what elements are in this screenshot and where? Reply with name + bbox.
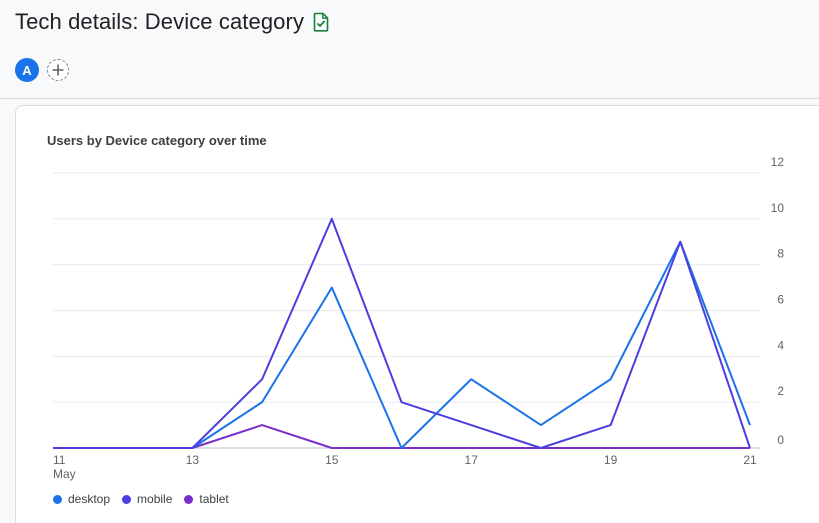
y-tick-label: 10: [771, 201, 785, 215]
chart-card: Users by Device category over time 0 2 4 6 8…: [15, 105, 819, 523]
legend-item-tablet[interactable]: tablet: [184, 492, 229, 506]
x-tick-sublabel: May: [53, 467, 76, 481]
chart-legend: desktop mobile tablet: [53, 492, 241, 506]
series-line-mobile[interactable]: [53, 217, 751, 449]
y-tick-label: 0: [777, 433, 784, 447]
y-tick-label: 8: [777, 247, 784, 261]
legend-dot-mobile: [122, 494, 132, 504]
add-comparison-button[interactable]: [47, 59, 69, 81]
x-tick-label: 21: [743, 453, 757, 467]
legend-label-mobile: mobile: [137, 492, 173, 506]
avatar-letter: A: [22, 62, 32, 78]
y-tick-label: 6: [777, 293, 784, 307]
x-tick-label: 17: [465, 453, 479, 467]
x-tick-label: 11: [53, 453, 66, 467]
y-tick-label: 12: [771, 155, 785, 169]
legend-item-mobile[interactable]: mobile: [122, 492, 172, 506]
page-title: Tech details: Device category: [15, 9, 305, 34]
legend-label-desktop: desktop: [68, 492, 111, 506]
legend-dot-tablet: [184, 494, 194, 504]
comparison-row: A: [15, 58, 69, 82]
x-tick-label: 19: [604, 453, 618, 467]
plus-icon: [52, 64, 64, 76]
report-header: Tech details: Device category A: [0, 0, 819, 99]
x-tick-label: 13: [186, 453, 200, 467]
series-line-tablet[interactable]: [53, 424, 750, 449]
series-line-desktop[interactable]: [53, 240, 751, 449]
title-row: Tech details: Device category: [15, 9, 330, 35]
y-tick-label: 4: [777, 338, 784, 352]
legend-label-tablet: tablet: [199, 492, 229, 506]
chart-title: Users by Device category over time: [47, 133, 267, 148]
legend-dot-desktop: [53, 494, 62, 504]
x-tick-label: 15: [325, 453, 339, 467]
legend-item-desktop[interactable]: desktop: [53, 492, 110, 506]
y-tick-label: 2: [777, 384, 784, 398]
verified-doc-icon[interactable]: [312, 12, 330, 32]
comparison-avatar[interactable]: A: [15, 58, 39, 82]
